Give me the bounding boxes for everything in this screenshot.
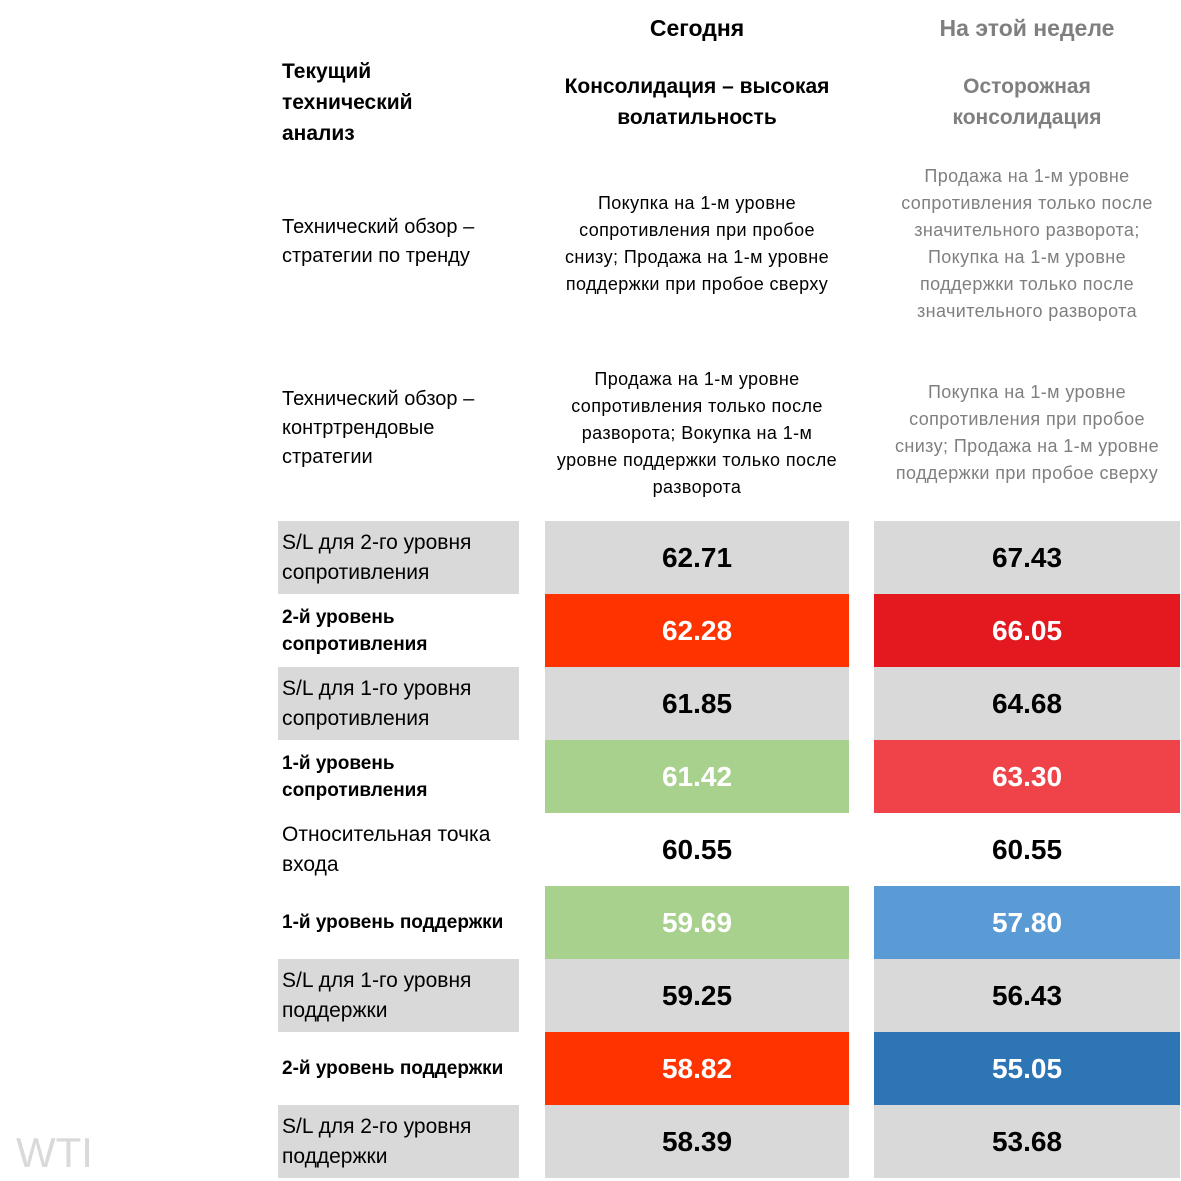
- watermark: WTI: [16, 1129, 93, 1176]
- column-title: Сегодня: [649, 14, 745, 41]
- level-value: 53.68: [874, 1105, 1180, 1178]
- level-value: 61.42: [545, 740, 849, 813]
- column-title: На этой неделе: [939, 14, 1115, 41]
- level-label: 1-й уровень сопротивления: [278, 740, 519, 813]
- strategy-label: Технический обзор – контртрендовые страт…: [282, 387, 475, 468]
- level-label: 2-й уровень поддержки: [278, 1032, 519, 1105]
- level-value: 60.55: [874, 813, 1180, 886]
- level-value: 66.05: [874, 594, 1180, 667]
- column-subtitle: Осторожная консолидация: [952, 75, 1102, 129]
- level-value: 63.30: [874, 740, 1180, 813]
- strategy-text: Покупка на 1-м уровне сопротивления при …: [894, 382, 1160, 483]
- level-value: 64.68: [874, 667, 1180, 740]
- strategy-text: Продажа на 1-м уровне сопротивления толь…: [901, 166, 1153, 321]
- level-label: S/L для 1-го уровня сопротивления: [278, 667, 519, 740]
- level-label: Относительная точка входа: [278, 813, 519, 886]
- strategy-label: Технический обзор – стратегии по тренду: [282, 216, 475, 267]
- level-value: 55.05: [874, 1032, 1180, 1105]
- level-value: 56.43: [874, 959, 1180, 1032]
- level-value: 61.85: [545, 667, 849, 740]
- level-value: 62.28: [545, 594, 849, 667]
- level-value: 67.43: [874, 521, 1180, 594]
- corner-label: Текущий технический анализ: [282, 59, 413, 145]
- level-label: S/L для 2-го уровня сопротивления: [278, 521, 519, 594]
- level-value: 59.69: [545, 886, 849, 959]
- level-label: 1-й уровень поддержки: [278, 886, 519, 959]
- level-value: 62.71: [545, 521, 849, 594]
- level-value: 60.55: [545, 813, 849, 886]
- column-subtitle: Консолидация – высокая волатильность: [564, 75, 830, 129]
- strategy-text: Покупка на 1-м уровне сопротивления при …: [564, 193, 830, 294]
- level-label: S/L для 2-го уровня поддержки: [278, 1105, 519, 1178]
- level-value: 57.80: [874, 886, 1180, 959]
- level-value: 59.25: [545, 959, 849, 1032]
- level-label: 2-й уровень сопротивления: [278, 594, 519, 667]
- level-value: 58.82: [545, 1032, 849, 1105]
- strategy-text: Продажа на 1-м уровне сопротивления толь…: [556, 368, 838, 497]
- level-value: 58.39: [545, 1105, 849, 1178]
- level-label: S/L для 1-го уровня поддержки: [278, 959, 519, 1032]
